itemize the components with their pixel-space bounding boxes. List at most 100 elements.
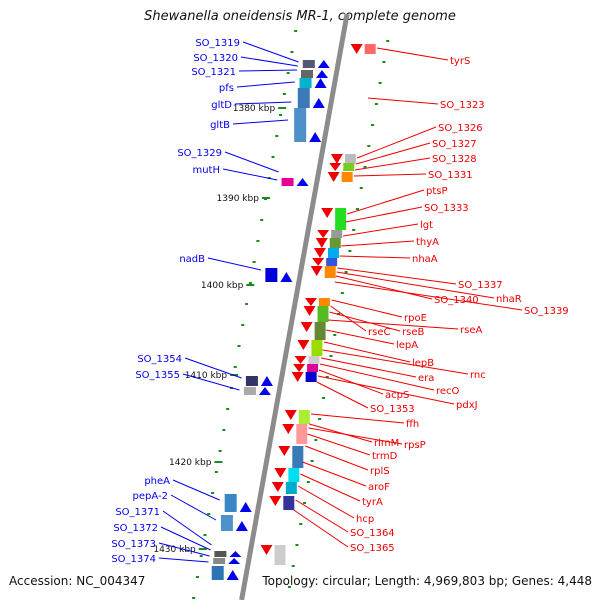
- gene-block[interactable]: [341, 172, 353, 182]
- forward-arrow[interactable]: [280, 272, 293, 282]
- gene-block[interactable]: [294, 108, 307, 142]
- gene-label-so-1364[interactable]: SO_1364: [350, 528, 395, 539]
- gene-label-so-1329[interactable]: SO_1329: [177, 148, 222, 159]
- gene-label-rpoe[interactable]: rpoE: [404, 313, 427, 324]
- forward-arrow[interactable]: [239, 502, 252, 512]
- gene-block[interactable]: [283, 496, 295, 510]
- gene-label-pepa-2[interactable]: pepA-2: [133, 491, 168, 502]
- gene-block[interactable]: [331, 230, 343, 238]
- gene-label-rsec[interactable]: rseC: [368, 327, 390, 338]
- gene-block[interactable]: [298, 410, 310, 424]
- gene-block[interactable]: [213, 558, 226, 564]
- gene-block[interactable]: [301, 70, 313, 78]
- gene-label-so-1365[interactable]: SO_1365: [350, 543, 395, 554]
- gene-block[interactable]: [344, 154, 356, 164]
- gene-label-so-1328[interactable]: SO_1328: [432, 154, 477, 165]
- gene-label-so-1353[interactable]: SO_1353: [370, 404, 415, 415]
- forward-arrow[interactable]: [226, 570, 239, 580]
- reverse-arrow[interactable]: [291, 372, 304, 382]
- gene-block[interactable]: [281, 178, 294, 186]
- reverse-arrow[interactable]: [303, 306, 316, 316]
- reverse-arrow[interactable]: [327, 172, 340, 182]
- reverse-arrow[interactable]: [282, 424, 295, 434]
- gene-label-so-1327[interactable]: SO_1327: [432, 139, 477, 150]
- gene-label-so-1372[interactable]: SO_1372: [113, 523, 158, 534]
- gene-block[interactable]: [305, 372, 317, 382]
- gene-block[interactable]: [245, 376, 258, 386]
- forward-arrow[interactable]: [229, 551, 242, 557]
- reverse-arrow[interactable]: [310, 266, 323, 276]
- gene-label-so-1371[interactable]: SO_1371: [115, 507, 160, 518]
- forward-arrow[interactable]: [314, 78, 327, 88]
- gene-block[interactable]: [329, 238, 341, 248]
- reverse-arrow[interactable]: [260, 545, 273, 555]
- gene-label-so-1326[interactable]: SO_1326: [438, 123, 483, 134]
- forward-arrow[interactable]: [296, 178, 309, 186]
- reverse-arrow[interactable]: [294, 356, 307, 364]
- reverse-arrow[interactable]: [329, 163, 342, 171]
- gene-block[interactable]: [324, 266, 336, 278]
- gene-label-lepa[interactable]: lepA: [396, 340, 418, 351]
- gene-label-so-1320[interactable]: SO_1320: [193, 53, 238, 64]
- gene-label-so-1321[interactable]: SO_1321: [191, 67, 236, 78]
- gene-label-hcp[interactable]: hcp: [356, 514, 374, 525]
- gene-label-nhar[interactable]: nhaR: [496, 294, 522, 305]
- gene-block[interactable]: [224, 494, 237, 512]
- gene-label-rpsp[interactable]: rpsP: [404, 440, 426, 451]
- reverse-arrow[interactable]: [350, 44, 363, 54]
- gene-label-lgt[interactable]: lgt: [420, 220, 433, 231]
- gene-block[interactable]: [297, 88, 310, 108]
- gene-label-so-1331[interactable]: SO_1331: [428, 170, 473, 181]
- gene-block[interactable]: [314, 322, 326, 340]
- gene-block[interactable]: [327, 248, 339, 258]
- reverse-arrow[interactable]: [284, 410, 297, 420]
- gene-label-acps[interactable]: acpS: [385, 390, 409, 401]
- gene-label-nadb[interactable]: nadB: [179, 254, 205, 265]
- gene-block[interactable]: [265, 268, 278, 282]
- gene-block[interactable]: [299, 78, 312, 88]
- gene-block[interactable]: [285, 482, 297, 494]
- gene-label-rpls[interactable]: rplS: [370, 466, 390, 477]
- reverse-arrow[interactable]: [278, 446, 291, 456]
- gene-label-trmd[interactable]: trmD: [372, 451, 398, 462]
- gene-block[interactable]: [364, 44, 376, 54]
- forward-arrow[interactable]: [312, 98, 325, 108]
- gene-label-reco[interactable]: recO: [436, 386, 460, 397]
- gene-block[interactable]: [274, 545, 286, 565]
- gene-label-gltd[interactable]: gltD: [211, 100, 232, 111]
- gene-label-thya[interactable]: thyA: [416, 237, 439, 248]
- forward-arrow[interactable]: [260, 376, 273, 386]
- reverse-arrow[interactable]: [293, 364, 306, 372]
- reverse-arrow[interactable]: [315, 238, 328, 248]
- forward-arrow[interactable]: [317, 60, 330, 68]
- gene-label-muth[interactable]: mutH: [192, 165, 220, 176]
- gene-block[interactable]: [318, 298, 330, 306]
- reverse-arrow[interactable]: [269, 496, 282, 506]
- reverse-arrow[interactable]: [313, 248, 326, 258]
- gene-label-rimm[interactable]: rimM: [374, 438, 399, 449]
- gene-block[interactable]: [288, 468, 300, 482]
- gene-label-tyrs[interactable]: tyrS: [450, 56, 470, 67]
- forward-arrow[interactable]: [228, 558, 241, 564]
- gene-label-so-1374[interactable]: SO_1374: [111, 554, 156, 565]
- forward-arrow[interactable]: [235, 521, 248, 531]
- gene-label-pdxj[interactable]: pdxJ: [456, 400, 478, 411]
- gene-block[interactable]: [317, 306, 329, 322]
- gene-label-so-1339[interactable]: SO_1339: [524, 306, 569, 317]
- gene-label-gltb[interactable]: gltB: [210, 120, 230, 131]
- gene-block[interactable]: [335, 208, 347, 230]
- reverse-arrow[interactable]: [321, 208, 334, 218]
- gene-block[interactable]: [343, 163, 355, 171]
- forward-arrow[interactable]: [316, 70, 328, 78]
- reverse-arrow[interactable]: [317, 230, 330, 238]
- reverse-arrow[interactable]: [304, 298, 317, 306]
- gene-block[interactable]: [220, 515, 233, 531]
- gene-block[interactable]: [302, 60, 315, 68]
- gene-label-so-1337[interactable]: SO_1337: [458, 280, 503, 291]
- gene-label-phea[interactable]: pheA: [144, 476, 170, 487]
- gene-block[interactable]: [308, 356, 320, 364]
- gene-label-pfs[interactable]: pfs: [219, 83, 234, 94]
- reverse-arrow[interactable]: [271, 482, 284, 492]
- gene-block[interactable]: [214, 551, 227, 557]
- gene-label-rseb[interactable]: rseB: [402, 327, 424, 338]
